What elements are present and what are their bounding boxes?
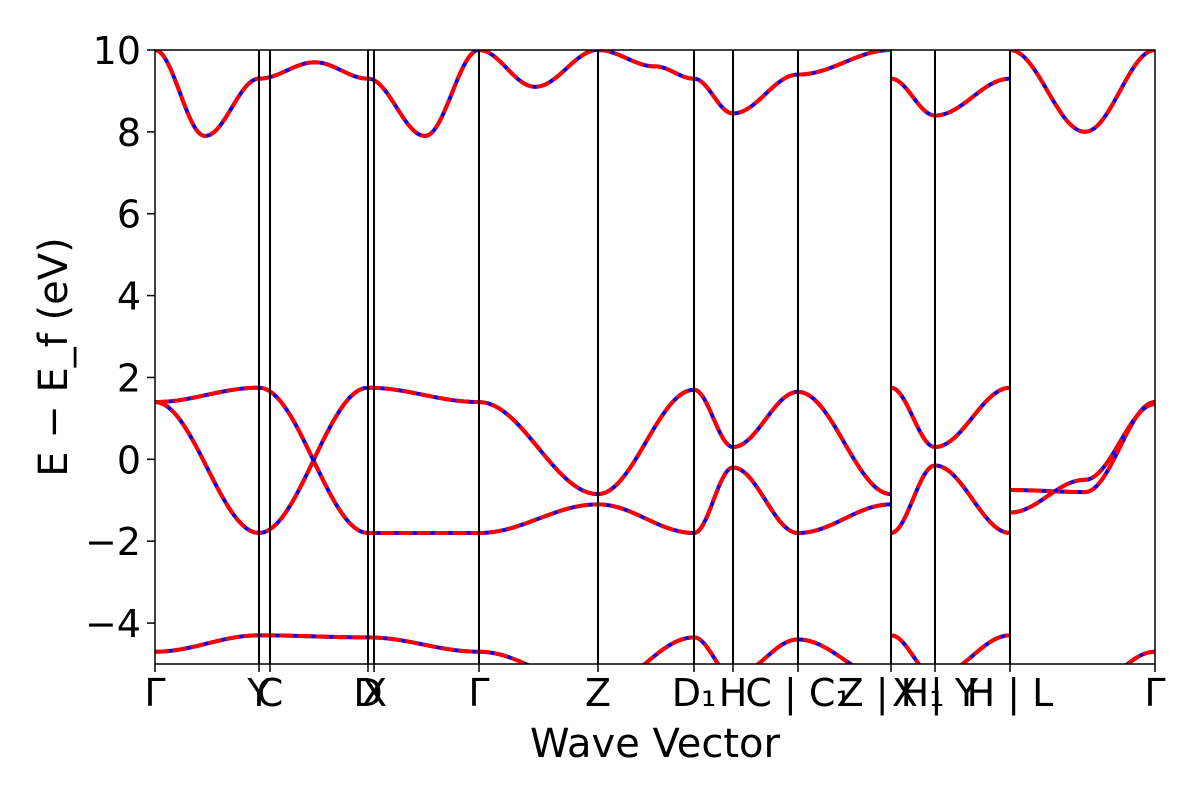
x-tick-label: Γ: [468, 671, 489, 715]
x-tick-label: D₁: [672, 671, 717, 715]
y-tick-label: 2: [117, 356, 141, 400]
band-line-0-blue: [155, 50, 892, 138]
y-tick-label: 10: [93, 29, 141, 73]
band-line-9-red: [155, 633, 855, 664]
band-line-6-red: [890, 463, 1011, 536]
x-tick-label: Γ: [1144, 671, 1165, 715]
y-axis-ticks: −4 −2 0 2 4 6 8 10: [85, 29, 155, 646]
x-axis-label: Wave Vector: [530, 721, 781, 767]
y-tick-label: −4: [85, 602, 141, 646]
x-tick-label: Y: [246, 671, 271, 715]
band-line-8-blue: [1009, 402, 1155, 515]
y-tick-label: 8: [117, 111, 141, 155]
x-tick-label: D: [353, 671, 382, 715]
y-tick-label: 6: [117, 193, 141, 237]
band-line-3-blue: [155, 385, 892, 536]
band-line-5-red: [890, 385, 1011, 450]
y-tick-label: −2: [85, 520, 141, 564]
plot-frame: [154, 49, 1156, 665]
x-tick-label: C: [257, 671, 284, 715]
band-line-0-red: [155, 50, 892, 138]
x-tick-label: X: [361, 671, 387, 715]
x-tick-label: C | C₁: [745, 671, 850, 716]
band-line-4-red: [155, 385, 892, 536]
band-line-4-blue: [155, 385, 892, 536]
band-line-10-red: [890, 633, 1011, 664]
x-tick-label: H | L: [967, 671, 1054, 716]
band-line-2-red: [1009, 50, 1155, 134]
y-tick-label: 0: [117, 438, 141, 482]
band-line-2-blue: [1009, 50, 1155, 134]
x-tick-label: Z: [585, 671, 611, 715]
x-tick-label: Z | H₁: [838, 671, 945, 716]
x-axis-ticks: Γ YC DX Γ Z D₁ HC | C₁Z | H₁X | YH | L Γ: [144, 664, 1166, 716]
x-tick-label: H: [719, 671, 748, 715]
band-line-7-red: [1009, 400, 1155, 495]
y-tick-label: 4: [117, 275, 141, 319]
band-line-8-red: [1009, 402, 1155, 515]
x-tick-label: Γ: [144, 671, 165, 715]
band-lines: [155, 50, 1155, 664]
band-line-3-red: [155, 385, 892, 536]
y-axis-label: E − E_f (eV): [31, 237, 77, 476]
high-symmetry-lines: [258, 50, 1011, 664]
band-line-11-red: [1124, 649, 1155, 664]
x-tick-label: X | Y: [892, 671, 979, 716]
